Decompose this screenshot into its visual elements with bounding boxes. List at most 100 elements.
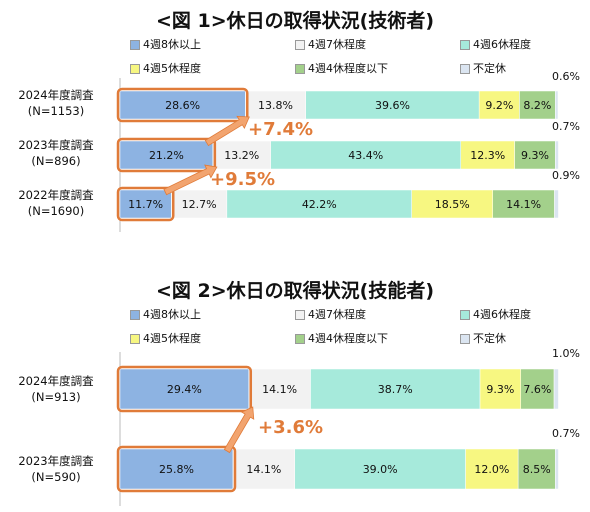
legend-entry: 不定休 [460,60,506,76]
legend-swatch [295,40,305,50]
increase-arrow [223,406,255,454]
highlight-box [116,137,217,173]
legend-entry: 4週8休以上 [130,36,201,52]
difference-annotation: +7.4% [248,119,313,140]
legend-label: 不定休 [473,62,506,75]
highlight-box [116,87,249,123]
bar-segment [478,90,520,120]
legend-entry: 不定休 [460,330,506,346]
category-sample-size: (N=1690) [27,204,85,218]
increase-arrow [163,164,218,196]
highlight-box [116,365,253,413]
data-label: 0.9% [552,169,580,182]
legend-swatch [460,334,470,344]
data-label: 39.0% [363,463,398,476]
bar-segment [460,140,515,170]
data-label: 0.7% [552,120,580,133]
data-label: 14.1% [506,198,541,211]
category-label: 2023年度調査 (N=896) [0,137,112,169]
legend-entry: 4週5休程度 [130,60,201,76]
legend-label: 4週6休程度 [473,308,531,321]
chart-title: <図 2>休日の取得状況(技能者) [155,280,435,302]
legend-entry: 4週4休程度以下 [295,60,388,76]
bar-segment [245,90,306,120]
bar-segment [479,368,522,410]
legend-label: 4週4休程度以下 [308,332,388,345]
bar-segment [212,140,271,170]
legend-entry: 4週4休程度以下 [295,330,388,346]
data-label: 0.7% [552,427,580,440]
legend-label: 4週5休程度 [143,332,201,345]
legend-label: 4週6休程度 [473,38,531,51]
bar-segment [170,189,228,219]
chart-plot-area: 29.4% 14.1% 38.7% 9.3% 7.6% 1.0% 25.8% 14.1% 39.… [116,347,580,506]
bar-segment [411,189,493,219]
data-label: 1.0% [552,347,580,360]
data-label: 8.2% [523,99,551,112]
data-label: 25.8% [159,463,194,476]
highlight-box [116,186,175,222]
increase-arrow [204,115,250,147]
category-label: 2022年度調査 (N=1690) [0,187,112,219]
bar-segment [517,448,556,490]
category-label: 2024年度調査 (N=913) [0,373,112,405]
chart-title: <図 1>休日の取得状況(技術者) [155,10,435,32]
data-label: 7.6% [523,383,551,396]
legend-entry: 4週7休程度 [295,306,366,322]
bar-segment [119,90,246,120]
legend-entry: 4週8休以上 [130,306,201,322]
category-label: 2023年度調査 (N=590) [0,453,112,485]
legend-label: 4週8休以上 [143,38,201,51]
data-label: 28.6% [165,99,200,112]
legend-swatch [460,64,470,74]
data-label: 38.7% [378,383,413,396]
bar-segment [270,140,462,170]
category-label: 2024年度調査 (N=1153) [0,87,112,119]
category-sample-size: (N=896) [31,154,81,168]
data-label: 39.6% [375,99,410,112]
category-sample-size: (N=913) [31,390,81,404]
chart-panel-skilled-workers: <図 2>休日の取得状況(技能者) 4週8休以上 4週7休程度 4週6休程度 4週5休… [0,270,590,512]
legend-swatch [460,310,470,320]
data-label: 12.3% [470,149,505,162]
bar-segment [294,448,466,490]
legend-entry: 4週6休程度 [460,36,531,52]
bar-segment [514,140,556,170]
bar-segment [226,189,412,219]
legend-swatch [130,334,140,344]
data-label: 12.0% [474,463,509,476]
category-name: 2022年度調査 [18,188,94,202]
legend-entry: 4週6休程度 [460,306,531,322]
legend-label: 4週7休程度 [308,308,366,321]
category-sample-size: (N=1153) [27,104,85,118]
highlight-box [116,445,237,493]
bar-segment [555,90,559,120]
legend-entry: 4週7休程度 [295,36,366,52]
data-label: 8.5% [523,463,551,476]
data-label: 13.8% [258,99,293,112]
bar-segment [555,140,559,170]
legend-swatch [130,64,140,74]
data-label: 42.2% [302,198,337,211]
bar-segment [553,368,559,410]
data-label: 43.4% [348,149,383,162]
legend-swatch [460,40,470,50]
data-label: 14.1% [262,383,297,396]
bar-segment [555,448,559,490]
data-label: 18.5% [435,198,470,211]
chart-plot-area: 28.6% 13.8% 39.6% 9.2% 8.2% 0.6% 21.2% 13.2% 43.… [116,70,580,232]
difference-annotation: +9.5% [210,169,275,190]
bar-segment [519,90,556,120]
legend-swatch [295,64,305,74]
bar-segment [232,448,296,490]
data-label: 21.2% [149,149,184,162]
legend-label: 4週4休程度以下 [308,62,388,75]
data-label: 11.7% [128,198,163,211]
category-name: 2023年度調査 [18,454,94,468]
category-name: 2024年度調査 [18,374,94,388]
legend-swatch [130,40,140,50]
data-label: 13.2% [224,149,259,162]
category-sample-size: (N=590) [31,470,81,484]
bar-segment [119,140,214,170]
data-label: 9.3% [521,149,549,162]
